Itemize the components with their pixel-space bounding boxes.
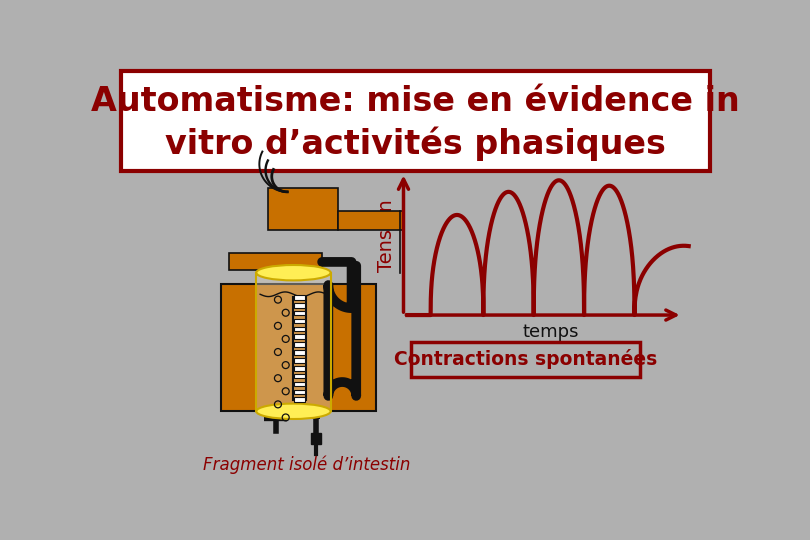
Bar xyxy=(294,334,305,339)
Text: temps: temps xyxy=(522,323,579,341)
Bar xyxy=(310,433,322,444)
Text: Tension: Tension xyxy=(377,200,396,273)
Bar xyxy=(294,327,305,331)
Ellipse shape xyxy=(256,403,330,419)
Ellipse shape xyxy=(256,265,330,280)
Bar xyxy=(294,397,305,402)
Text: Fragment isolé d’intestin: Fragment isolé d’intestin xyxy=(203,456,411,475)
Bar xyxy=(229,253,322,271)
Text: Contractions spontanées: Contractions spontanées xyxy=(394,349,657,369)
Bar xyxy=(294,366,305,370)
Bar xyxy=(338,211,403,231)
Bar xyxy=(294,319,305,323)
Text: vitro d’activités phasiques: vitro d’activités phasiques xyxy=(164,127,666,161)
Bar xyxy=(411,342,640,377)
Bar xyxy=(294,311,305,315)
Bar xyxy=(121,71,710,171)
Bar xyxy=(294,358,305,363)
Bar xyxy=(294,374,305,379)
Bar xyxy=(221,284,377,411)
Bar xyxy=(294,295,305,300)
Bar xyxy=(256,273,330,411)
Bar xyxy=(294,389,305,394)
Bar xyxy=(294,382,305,386)
Bar xyxy=(294,303,305,307)
Bar xyxy=(268,188,338,231)
Text: Automatisme: mise en évidence in: Automatisme: mise en évidence in xyxy=(91,85,740,118)
Bar xyxy=(294,342,305,347)
Bar xyxy=(294,350,305,355)
